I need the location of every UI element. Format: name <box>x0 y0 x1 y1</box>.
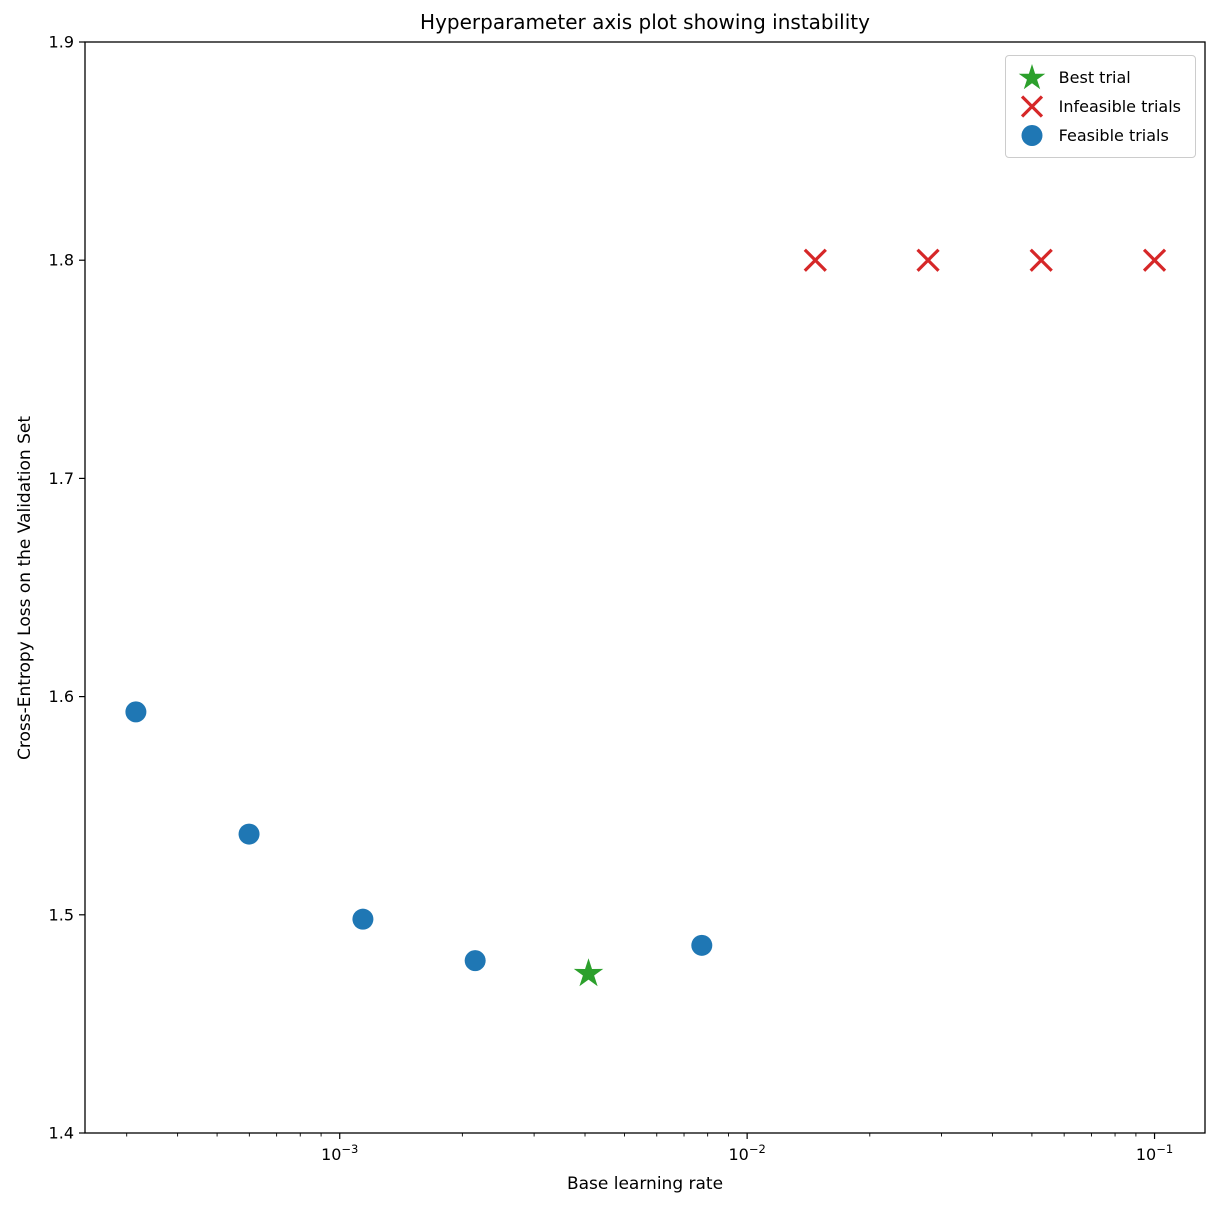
x-tick-label: 10−1 <box>1136 1142 1173 1164</box>
legend-label-feasible-trials: Feasible trials <box>1058 126 1169 145</box>
y-axis-label: Cross-Entropy Loss on the Validation Set <box>15 415 35 761</box>
chart-title: Hyperparameter axis plot showing instabi… <box>420 10 870 34</box>
y-tick-label: 1.8 <box>49 251 74 270</box>
series-infeasible-trials <box>803 248 1167 272</box>
legend-item-infeasible-trials: Infeasible trials <box>1015 92 1181 121</box>
legend: Best trial Infeasible trials Feasible tr… <box>1004 55 1196 158</box>
legend-item-best-trial: Best trial <box>1015 63 1181 92</box>
legend-item-feasible-trials: Feasible trials <box>1015 121 1181 150</box>
y-tick-label: 1.9 <box>49 33 74 52</box>
y-tick-label: 1.6 <box>49 687 74 706</box>
legend-label-infeasible-trials: Infeasible trials <box>1058 97 1181 116</box>
y-tick-label: 1.7 <box>49 469 74 488</box>
y-tick-label: 1.5 <box>49 905 74 924</box>
circle-marker-icon <box>1021 125 1043 146</box>
plot-border <box>84 41 1206 1134</box>
x-tick-label: 10−3 <box>321 1142 358 1164</box>
x-axis: 10−3 10−2 10−1 <box>321 1133 1173 1164</box>
y-axis: 1.4 1.5 1.6 1.7 1.8 1.9 <box>49 33 85 1143</box>
series-feasible-trials <box>125 701 713 972</box>
x-axis-label: Base learning rate <box>566 1174 724 1194</box>
x-tick-label: 10−2 <box>728 1142 765 1164</box>
x-marker-icon <box>1020 95 1043 118</box>
legend-label-best-trial: Best trial <box>1058 68 1131 87</box>
series-best-trial <box>573 958 604 987</box>
y-tick-label: 1.4 <box>49 1124 74 1143</box>
star-marker-icon <box>1018 64 1045 90</box>
